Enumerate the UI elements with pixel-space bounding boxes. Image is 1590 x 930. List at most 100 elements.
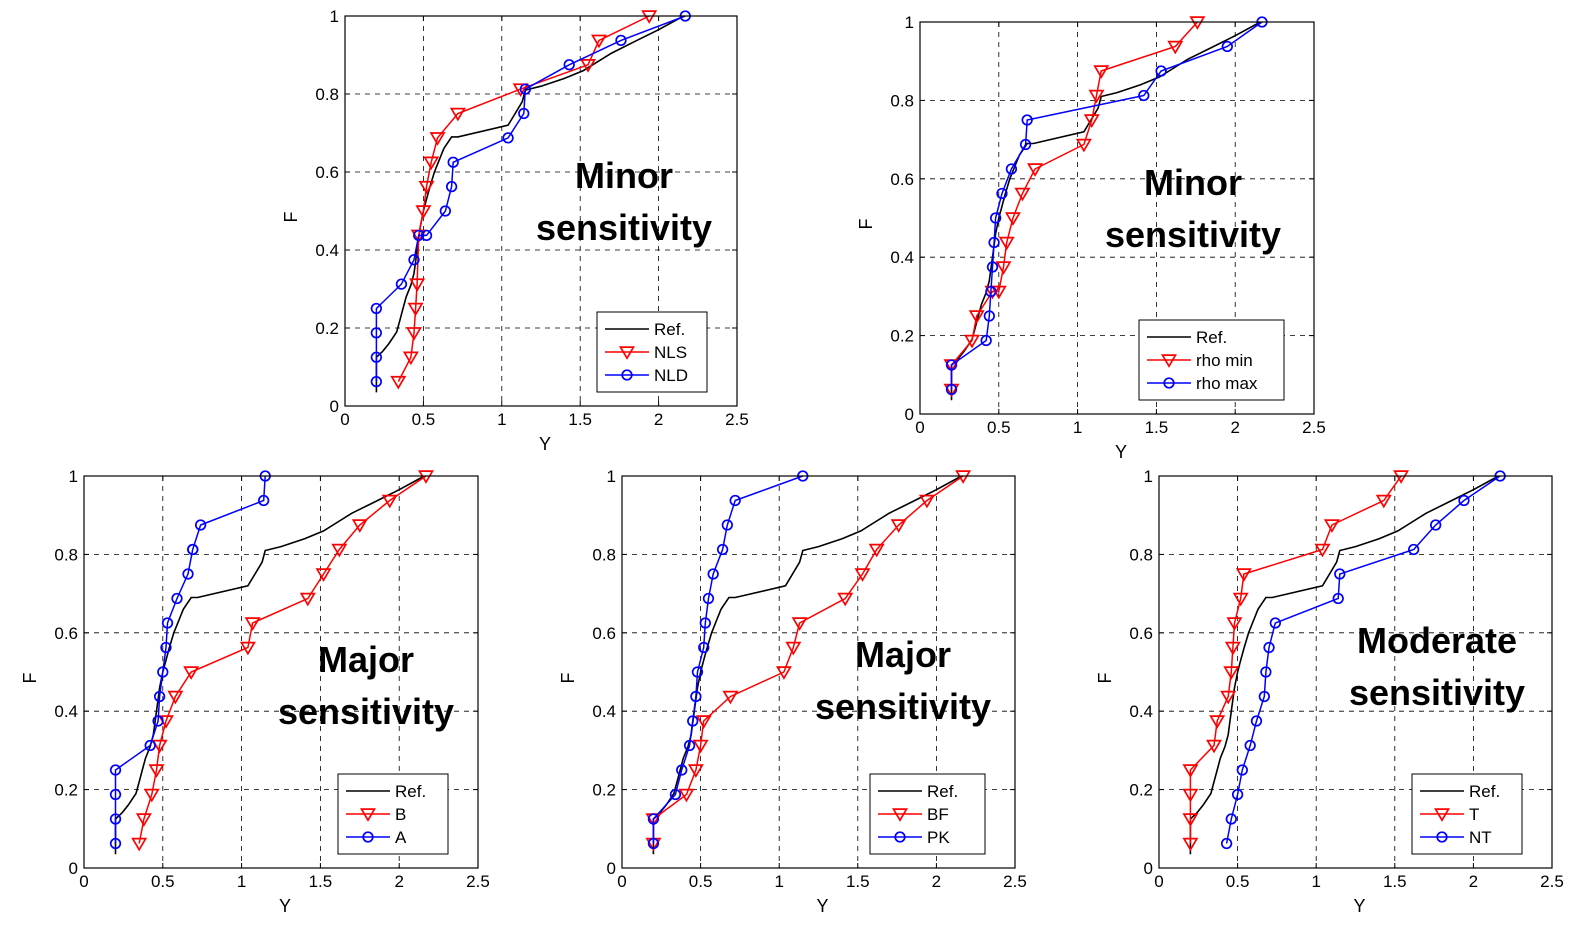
chart-panel-1: 0 0.5 1 1.5 2 2.5 0 0.2 0.4 0.6 0.8 1 Y F Minor sensiti… <box>281 7 749 454</box>
data-point <box>1226 617 1243 631</box>
x-tick-label: 2.5 <box>725 410 749 429</box>
data-point <box>716 543 729 556</box>
data-point <box>692 739 709 754</box>
y-tick-label: 1 <box>330 7 339 26</box>
data-point <box>1189 16 1206 30</box>
series-line-ref- <box>1189 475 1499 855</box>
legend-marker <box>1163 377 1175 389</box>
data-point <box>1167 40 1184 55</box>
data-point <box>722 690 739 705</box>
legend-label: T <box>1469 805 1479 824</box>
chart-panel-3: 0 0.5 1 1.5 2 2.5 0 0.2 0.4 0.6 0.8 1 Y F Major sensiti… <box>20 467 490 916</box>
data-point <box>161 617 174 629</box>
x-tick-label: 1.5 <box>1145 418 1169 437</box>
y-tick-label: 1 <box>69 467 78 486</box>
data-point <box>445 180 458 193</box>
data-point <box>647 813 660 825</box>
data-point <box>1408 543 1420 556</box>
data-point <box>1269 617 1281 629</box>
y-tick-label: 0.8 <box>315 85 339 104</box>
data-point <box>409 278 426 292</box>
x-axis-label: Y <box>1115 442 1127 462</box>
data-point <box>502 132 514 144</box>
data-point <box>785 641 802 656</box>
y-tick-label: 0.6 <box>592 624 616 643</box>
annotation-line-2: sensitivity <box>1105 214 1281 255</box>
data-point <box>698 641 710 654</box>
data-point <box>1375 494 1392 509</box>
y-tick-label: 0 <box>607 859 616 878</box>
data-point <box>1263 641 1275 654</box>
x-tick-label: 0.5 <box>987 418 1011 437</box>
legend-marker <box>1161 354 1177 368</box>
data-point <box>135 813 152 827</box>
data-point <box>995 261 1012 275</box>
data-point <box>729 494 741 507</box>
legend-label: rho min <box>1196 351 1253 370</box>
axes-frame <box>919 21 1315 415</box>
data-point <box>153 690 166 703</box>
data-point <box>964 334 980 349</box>
y-tick-label: 0.8 <box>54 545 78 564</box>
data-point <box>721 519 733 531</box>
data-point <box>1206 739 1223 754</box>
x-tick-label: 1 <box>497 410 506 429</box>
data-point <box>423 156 440 171</box>
data-point <box>1209 715 1226 729</box>
data-point <box>980 334 992 347</box>
axes-frame <box>1158 475 1553 869</box>
data-point <box>258 494 270 507</box>
data-point <box>890 519 907 533</box>
data-point <box>413 229 425 242</box>
data-point <box>1235 568 1252 582</box>
x-tick-label: 1.5 <box>1383 872 1407 891</box>
data-point <box>996 187 1008 200</box>
data-point <box>390 375 407 390</box>
data-point <box>370 351 383 363</box>
series-line-a <box>114 475 266 844</box>
legend: Ref. rho min rho max <box>1138 319 1285 401</box>
series-line-ref- <box>114 475 425 855</box>
x-tick-label: 0 <box>617 872 626 891</box>
data-point <box>402 351 419 366</box>
data-point <box>1334 568 1346 580</box>
data-point <box>1220 690 1237 705</box>
data-point <box>1225 813 1237 825</box>
chart-panel-5: 0 0.5 1 1.5 2 2.5 0 0.2 0.4 0.6 0.8 1 Y F Moderate sens… <box>1095 467 1564 916</box>
data-point <box>1224 641 1241 656</box>
x-tick-label: 0 <box>79 872 88 891</box>
data-point <box>986 261 999 273</box>
data-point <box>683 739 696 752</box>
data-point <box>151 739 168 754</box>
x-axis-label: Y <box>1353 896 1365 916</box>
data-point <box>1250 715 1263 727</box>
data-point <box>676 764 688 776</box>
y-tick-label: 0.6 <box>315 163 339 182</box>
series-line-b <box>138 475 427 844</box>
series-line-rho-max <box>950 21 1263 390</box>
legend-label: Ref. <box>1196 328 1227 347</box>
y-axis-label: F <box>281 212 301 223</box>
y-tick-label: 0.2 <box>54 781 78 800</box>
x-tick-label: 0 <box>1154 872 1163 891</box>
x-tick-label: 1.5 <box>309 872 333 891</box>
legend-marker <box>362 831 374 843</box>
data-point <box>837 592 854 607</box>
y-tick-label: 0.4 <box>890 248 914 267</box>
data-point <box>1182 764 1199 778</box>
data-point <box>615 34 627 47</box>
data-point <box>1430 519 1442 531</box>
legend: Ref. T NT <box>1411 773 1523 855</box>
y-axis-label: F <box>20 673 40 684</box>
legend-label: Ref. <box>395 782 426 801</box>
legend-marker <box>619 346 635 360</box>
annotation-line-1: Major <box>318 639 414 680</box>
data-point <box>109 764 122 776</box>
data-point <box>1014 187 1031 202</box>
data-point <box>449 107 466 122</box>
data-point <box>152 715 164 727</box>
y-tick-label: 0.6 <box>1129 624 1153 643</box>
data-point <box>187 543 199 556</box>
x-tick-label: 0.5 <box>151 872 175 891</box>
